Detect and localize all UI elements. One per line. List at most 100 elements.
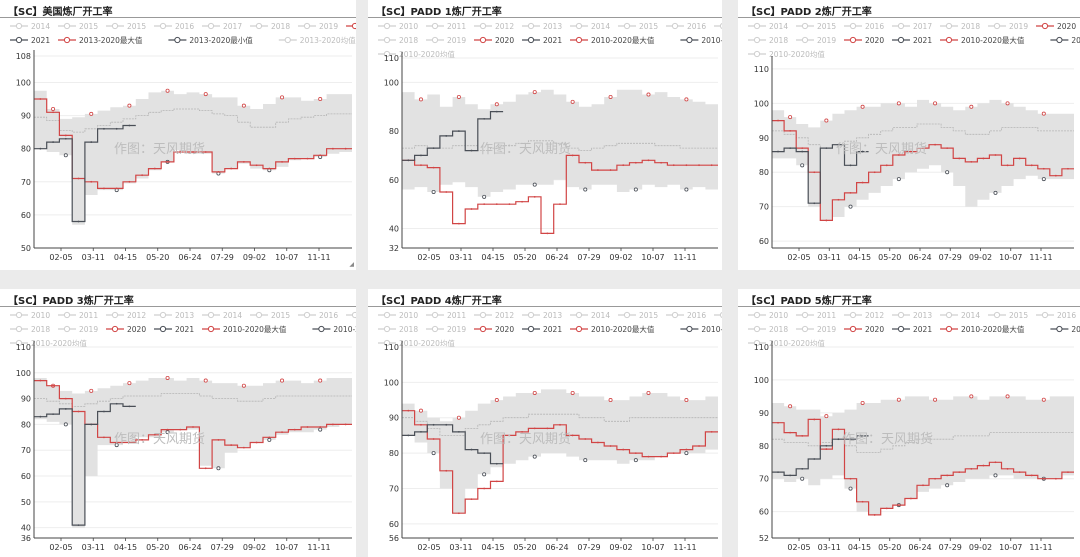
legend-label: 2010-2020最小值 <box>1071 324 1080 334</box>
max-point <box>494 398 499 403</box>
max-point <box>788 404 793 409</box>
x-tick-label: 11-11 <box>1029 253 1052 262</box>
x-tick-label: 03-11 <box>818 543 841 552</box>
series-2020-point <box>483 487 486 490</box>
legend-item: 2010-2020最大值 <box>202 324 287 334</box>
series-2020-point <box>39 379 42 382</box>
series-2020-point <box>242 446 245 449</box>
watermark: 作图：天风期货 <box>842 432 934 447</box>
legend-marker <box>15 311 23 319</box>
legend-marker <box>623 311 631 319</box>
series-2021-point <box>39 415 42 418</box>
legend-item: 2013 <box>522 22 562 31</box>
chart-title: 【SC】PADD 5炼厂开工率 <box>746 296 872 307</box>
legend-label: 2020 <box>127 325 146 334</box>
legend-item: 2020 <box>1036 22 1076 31</box>
series-2020-point <box>584 438 587 440</box>
series-2020-point <box>445 191 448 193</box>
y-tick-label: 60 <box>759 237 769 246</box>
max-point <box>969 394 974 399</box>
series-2020-point <box>432 438 435 440</box>
range-band <box>34 90 352 225</box>
series-2020-point <box>571 434 574 437</box>
legend-item: 2019 <box>426 36 466 45</box>
max-point <box>89 388 94 393</box>
legend-label: 2010-2020最小值 <box>701 324 722 334</box>
x-tick-label: 09-02 <box>609 253 632 262</box>
legend-label: 2020 <box>495 36 514 45</box>
series-2021-point <box>445 135 448 137</box>
legend-marker <box>945 36 953 44</box>
max-point <box>456 415 461 420</box>
series-2020-point <box>813 171 816 174</box>
series-2020-point <box>204 151 207 153</box>
series-2020-point <box>1006 467 1009 470</box>
legend-label: 2012 <box>127 311 146 320</box>
series-2020-point <box>255 164 258 167</box>
x-tick-label: 10-07 <box>641 543 664 552</box>
min-point <box>633 458 638 463</box>
series-2020-point <box>166 161 169 163</box>
legend-marker <box>849 22 857 30</box>
legend-marker <box>383 50 391 58</box>
y-tick-label: 60 <box>759 508 769 517</box>
series-2020-point <box>861 181 864 184</box>
series-2020-point <box>242 161 245 163</box>
legend-item: 2018 <box>250 22 290 31</box>
legend-item: 2010-2020最小值 <box>1050 324 1080 334</box>
legend-item: 2018 <box>748 36 788 45</box>
series-2021-point <box>115 402 118 405</box>
series-2020-point <box>521 200 523 203</box>
series-2021-point <box>801 467 804 470</box>
series-2020-point <box>958 471 961 474</box>
legend-item: 2010-2020最大值 <box>940 35 1025 45</box>
series-2021-line <box>772 435 869 476</box>
legend-label: 2010-2020均值 <box>769 338 825 348</box>
legend-item: 2013 <box>522 311 562 320</box>
legend-label: 2012 <box>495 311 514 320</box>
series-2020-point <box>837 198 840 201</box>
series-2020-point <box>777 119 779 122</box>
x-tick-label: 04-15 <box>848 253 871 262</box>
watermark: 作图：天风期货 <box>114 432 206 447</box>
y-tick-label: 110 <box>754 343 769 352</box>
series-2021-point <box>77 220 80 223</box>
series-2020-point <box>457 222 460 225</box>
x-tick-label: 06-24 <box>178 543 201 552</box>
legend-item: 2019 <box>298 22 338 31</box>
series-2020-point <box>634 452 637 455</box>
legend-marker <box>897 22 905 30</box>
max-point <box>280 378 285 383</box>
y-tick-label: 40 <box>389 225 399 234</box>
y-tick-label: 60 <box>389 176 399 185</box>
legend-marker <box>111 325 119 333</box>
series-2020-point <box>432 166 435 169</box>
y-tick-label: 110 <box>16 343 31 352</box>
y-tick-label: 100 <box>384 378 399 387</box>
legend-label: 2018 <box>31 325 50 334</box>
range-band <box>402 389 718 514</box>
legend-label: 2014 <box>591 311 610 320</box>
series-2020-point <box>994 461 997 464</box>
legend-item: 2010-2020均值 <box>378 49 455 59</box>
series-2020-point <box>634 161 637 164</box>
legend-marker <box>1056 36 1063 44</box>
series-2020-point <box>849 477 852 480</box>
legend-item: 2016 <box>666 311 706 320</box>
series-2020-point <box>946 147 949 150</box>
x-tick-label: 03-11 <box>82 543 105 552</box>
legend-marker <box>993 311 1001 319</box>
y-tick-label: 60 <box>389 520 399 529</box>
legend-marker <box>159 311 167 319</box>
legend-marker <box>207 311 215 319</box>
max-point <box>824 118 829 123</box>
y-tick-label: 70 <box>759 203 769 212</box>
legend-item: 2014 <box>570 22 610 31</box>
series-2021-point <box>470 149 473 152</box>
series-2020-point <box>861 500 864 503</box>
series-2021-line <box>34 124 136 223</box>
legend-item: 2014 <box>748 22 788 31</box>
series-2020-point <box>970 467 973 470</box>
legend-marker <box>351 311 356 319</box>
max-point <box>203 378 208 383</box>
